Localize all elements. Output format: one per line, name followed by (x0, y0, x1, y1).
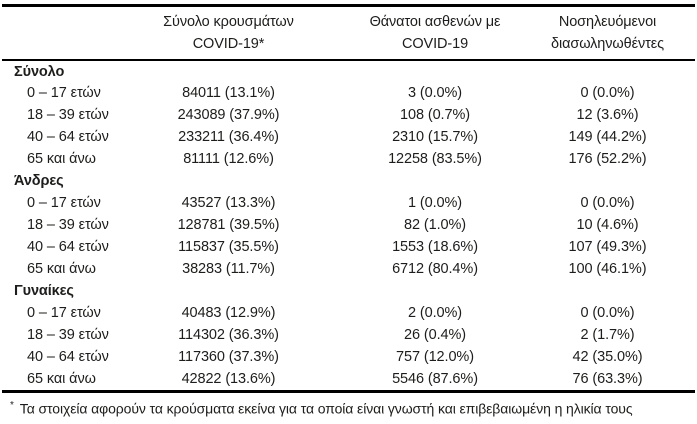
table-row: 40 – 64 ετών 233211 (36.4%) 2310 (15.7%) 14… (2, 126, 695, 148)
age-group-label: 0 – 17 ετών (27, 305, 101, 321)
cases-value: 81111 (12.6%) (183, 151, 274, 167)
table-row: 65 και άνω 38283 (11.7%) 6712 (80.4%) 100 (… (2, 258, 695, 280)
age-group-label: 40 – 64 ετών (27, 239, 109, 255)
column-header-cases-line1: Σύνολο κρουσμάτων (163, 14, 294, 30)
cases-value: 117360 (37.3%) (178, 349, 279, 365)
empty-cell (135, 280, 322, 302)
intubated-value: 76 (63.3%) (572, 371, 643, 387)
column-header-intubated-line1: Νοσηλευόμενοι (558, 14, 657, 30)
group-label: Γυναίκες (14, 283, 74, 299)
column-header-cases: Σύνολο κρουσμάτων COVID-19* (135, 5, 322, 61)
cases-value: 43527 (13.3%) (181, 195, 276, 211)
intubated-value: 149 (44.2%) (568, 129, 647, 145)
stats-table: Σύνολο κρουσμάτων COVID-19* Θάνατοι ασθε… (2, 4, 695, 390)
cases-value: 40483 (12.9%) (181, 305, 276, 321)
cases-value: 128781 (39.5%) (177, 217, 280, 233)
intubated-value: 0 (0.0%) (580, 305, 635, 321)
intubated-value: 0 (0.0%) (580, 85, 635, 101)
deaths-value: 2310 (15.7%) (392, 129, 478, 145)
column-header-deaths-line2: COVID-19 (401, 36, 469, 52)
deaths-value: 2 (0.0%) (408, 305, 462, 321)
group-label: Άνδρες (14, 173, 64, 189)
age-group-label: 65 και άνω (27, 261, 96, 277)
table-row: 65 και άνω 81111 (12.6%) 12258 (83.5%) 176 … (2, 148, 695, 170)
cases-value: 243089 (37.9%) (177, 107, 280, 123)
empty-cell (322, 280, 548, 302)
deaths-value: 5546 (87.6%) (392, 371, 478, 387)
column-header-deaths-line1: Θάνατοι ασθενών με (369, 14, 501, 30)
deaths-value: 3 (0.0%) (408, 85, 462, 101)
age-group-label: 65 και άνω (27, 151, 96, 167)
intubated-value: 10 (4.6%) (576, 217, 639, 233)
table-row: 65 και άνω 42822 (13.6%) 5546 (87.6%) 76 (6… (2, 368, 695, 390)
footnote: * Τα στοιχεία αφορούν τα κρούσματα εκείνα… (2, 390, 695, 418)
table-row: 40 – 64 ετών 115837 (35.5%) 1553 (18.6%) 10… (2, 236, 695, 258)
table-header: Σύνολο κρουσμάτων COVID-19* Θάνατοι ασθε… (2, 5, 695, 61)
footnote-text: Τα στοιχεία αφορούν τα κρούσματα εκείνα … (19, 400, 633, 417)
table-body: Σύνολο 0 – 17 ετών 84011 (13.1%) 3 (0.0%) 0 … (2, 60, 695, 390)
deaths-value: 12258 (83.5%) (388, 151, 482, 167)
intubated-value: 0 (0.0%) (580, 195, 635, 211)
cases-value: 115837 (35.5%) (178, 239, 279, 255)
table-row: 18 – 39 ετών 128781 (39.5%) 82 (1.0%) 10 (4… (2, 214, 695, 236)
group-header-row: Άνδρες (2, 170, 695, 192)
footnote-asterisk: * (10, 400, 14, 411)
age-group-label: 18 – 39 ετών (27, 107, 109, 123)
intubated-value: 107 (49.3%) (568, 239, 647, 255)
cases-value: 84011 (13.1%) (182, 85, 275, 101)
column-header-deaths: Θάνατοι ασθενών με COVID-19 (322, 5, 548, 61)
table-row: 18 – 39 ετών 114302 (36.3%) 26 (0.4%) 2 (1.… (2, 324, 695, 346)
column-header-intubated-line2: διασωληνωθέντες (550, 36, 664, 52)
deaths-value: 82 (1.0%) (404, 217, 466, 233)
deaths-value: 26 (0.4%) (404, 327, 466, 343)
empty-cell (135, 60, 322, 82)
intubated-value: 42 (35.0%) (572, 349, 643, 365)
empty-cell (548, 280, 695, 302)
age-group-label: 65 και άνω (27, 371, 96, 387)
age-group-label: 0 – 17 ετών (27, 85, 101, 101)
cases-value: 38283 (11.7%) (182, 261, 275, 277)
deaths-value: 757 (12.0%) (396, 349, 474, 365)
age-group-label: 18 – 39 ετών (27, 217, 109, 233)
header-row: Σύνολο κρουσμάτων COVID-19* Θάνατοι ασθε… (2, 5, 695, 61)
age-group-label: 0 – 17 ετών (27, 195, 101, 211)
empty-cell (322, 170, 548, 192)
table-row: 0 – 17 ετών 84011 (13.1%) 3 (0.0%) 0 (0.0%) (2, 82, 695, 104)
deaths-value: 6712 (80.4%) (392, 261, 478, 277)
age-group-label: 40 – 64 ετών (27, 129, 109, 145)
table-row: 40 – 64 ετών 117360 (37.3%) 757 (12.0%) 42 … (2, 346, 695, 368)
age-group-label: 18 – 39 ετών (27, 327, 109, 343)
deaths-value: 1553 (18.6%) (392, 239, 478, 255)
intubated-value: 2 (1.7%) (580, 327, 635, 343)
column-header-intubated: Νοσηλευόμενοι διασωληνωθέντες (548, 5, 695, 61)
group-header-row: Σύνολο (2, 60, 695, 82)
cases-value: 114302 (36.3%) (178, 327, 279, 343)
cases-value: 42822 (13.6%) (181, 371, 276, 387)
table-row: 18 – 39 ετών 243089 (37.9%) 108 (0.7%) 12 (… (2, 104, 695, 126)
cases-value: 233211 (36.4%) (178, 129, 279, 145)
empty-cell (135, 170, 322, 192)
intubated-value: 176 (52.2%) (568, 151, 647, 167)
empty-header-cell (2, 5, 135, 61)
group-label: Σύνολο (14, 63, 65, 80)
table-row: 0 – 17 ετών 43527 (13.3%) 1 (0.0%) 0 (0.0%) (2, 192, 695, 214)
deaths-value: 1 (0.0%) (408, 195, 462, 211)
group-header-row: Γυναίκες (2, 280, 695, 302)
empty-cell (322, 60, 548, 82)
column-header-cases-line2: COVID-19* (192, 36, 265, 52)
empty-cell (548, 170, 695, 192)
intubated-value: 100 (46.1%) (568, 261, 647, 277)
empty-cell (548, 60, 695, 82)
deaths-value: 108 (0.7%) (400, 107, 470, 123)
table-row: 0 – 17 ετών 40483 (12.9%) 2 (0.0%) 0 (0.0%) (2, 302, 695, 324)
intubated-value: 12 (3.6%) (576, 107, 639, 123)
age-group-label: 40 – 64 ετών (27, 349, 109, 365)
